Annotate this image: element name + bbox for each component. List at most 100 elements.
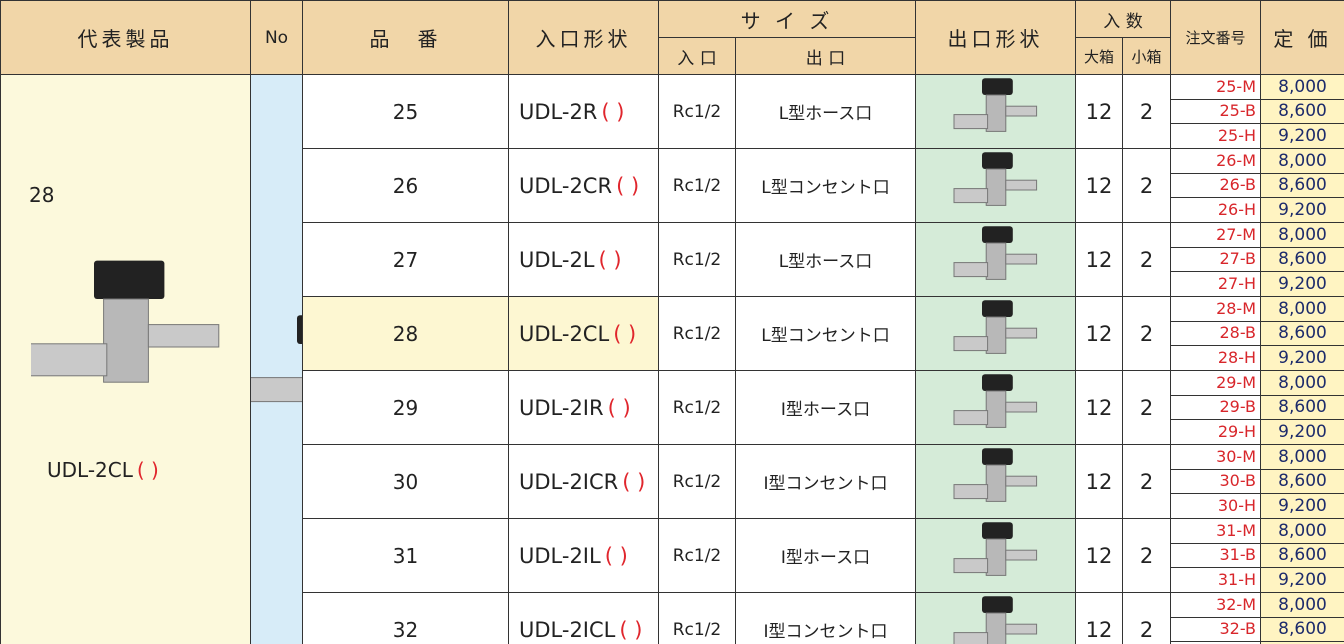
header-cell: 代表製品	[0, 0, 251, 75]
price: 9,200	[1260, 345, 1344, 371]
price: 9,200	[1260, 567, 1344, 593]
table-row: 31-H 9,200	[1, 567, 1344, 593]
product-photo	[953, 78, 1037, 132]
product-photo	[953, 596, 1037, 644]
outlet-cell: L型ホース口	[735, 74, 916, 149]
price: 8,000	[1260, 74, 1344, 100]
price: 8,600	[1260, 320, 1344, 347]
featured-part: UDL-2CL( )	[2, 446, 250, 482]
no-cell: 29	[302, 370, 509, 445]
price: 8,000	[1260, 370, 1344, 396]
part-cell: UDL-2CR( )	[508, 148, 659, 223]
no-cell: 26	[302, 148, 509, 223]
header-cell: 品 番	[302, 0, 509, 75]
part-suffix: ( )	[598, 247, 622, 272]
order-code: 28-B	[1170, 320, 1261, 347]
order-code: 25-B	[1170, 98, 1261, 125]
order-code: 31-M	[1170, 518, 1261, 544]
header-cell: No	[250, 0, 303, 75]
small-box-cell: 2	[1122, 296, 1171, 371]
part-text: UDL-2ICR	[519, 469, 619, 494]
order-code: 27-B	[1170, 246, 1261, 273]
table-row: 26-B 8,600	[1, 172, 1344, 199]
outlet-shape-cell	[915, 74, 1076, 149]
outlet-shape-cell	[915, 592, 1076, 644]
price: 8,600	[1260, 468, 1344, 495]
order-code: 31-H	[1170, 567, 1261, 593]
outlet-cell: I型ホース口	[735, 518, 916, 593]
small-box-cell: 2	[1122, 444, 1171, 519]
table-row: 31 UDL-2IL( ) Rc1/2 I型ホース口 12 2 31-M 8,000	[1, 518, 1344, 593]
inlet-cell: Rc1/2	[658, 148, 736, 223]
part-suffix: ( )	[601, 99, 625, 124]
outlet-cell: I型コンセント口	[735, 444, 916, 519]
header-cell: サ イ ズ	[658, 0, 916, 38]
order-code: 27-M	[1170, 222, 1261, 248]
large-box-cell: 12	[1075, 296, 1123, 371]
price: 8,000	[1260, 444, 1344, 470]
price: 9,200	[1260, 271, 1344, 297]
order-code: 30-B	[1170, 468, 1261, 495]
price: 9,200	[1260, 419, 1344, 445]
product-photo	[953, 300, 1037, 354]
order-code: 28-M	[1170, 296, 1261, 322]
price: 8,000	[1260, 518, 1344, 544]
table-row: 31-B 8,600	[1, 542, 1344, 569]
price: 8,600	[1260, 394, 1344, 421]
small-box-cell: 2	[1122, 518, 1171, 593]
large-box-cell: 12	[1075, 592, 1123, 644]
header-cell: 出 口	[735, 37, 916, 75]
part-text: UDL-2R	[519, 99, 598, 124]
part-suffix: ( )	[613, 321, 637, 346]
outlet-shape-cell	[915, 444, 1076, 519]
part-text: UDL-2L	[519, 247, 595, 272]
product-photo	[251, 315, 302, 403]
table-row: 25-H 9,200	[1, 123, 1344, 149]
inlet-cell: Rc1/2	[658, 444, 736, 519]
price: 8,000	[1260, 592, 1344, 618]
large-box-cell: 12	[1075, 222, 1123, 297]
outlet-cell: L型コンセント口	[735, 148, 916, 223]
price: 8,000	[1260, 148, 1344, 174]
small-box-cell: 2	[1122, 74, 1171, 149]
order-code: 26-M	[1170, 148, 1261, 174]
part-cell: UDL-2IR( )	[508, 370, 659, 445]
product-photo	[953, 152, 1037, 206]
table-row: 30-H 9,200	[1, 493, 1344, 519]
order-code: 29-H	[1170, 419, 1261, 445]
order-code: 29-B	[1170, 394, 1261, 421]
price: 8,000	[1260, 296, 1344, 322]
order-code: 31-B	[1170, 542, 1261, 569]
order-code: 26-H	[1170, 197, 1261, 223]
part-text: UDL-2CL	[47, 458, 133, 482]
price: 9,200	[1260, 197, 1344, 223]
small-box-cell: 2	[1122, 370, 1171, 445]
small-box-cell: 2	[1122, 148, 1171, 223]
large-box-cell: 12	[1075, 444, 1123, 519]
product-photo	[29, 260, 220, 383]
large-box-cell: 12	[1075, 370, 1123, 445]
header-cell: 小箱	[1122, 37, 1171, 75]
order-code: 32-M	[1170, 592, 1261, 618]
part-cell: UDL-2CL( )	[508, 296, 659, 371]
inlet-cell: Rc1/2	[658, 296, 736, 371]
table-row: 26 UDL-2CR( ) Rc1/2 L型コンセント口 12 2 26-M 8,000	[1, 148, 1344, 223]
part-suffix: ( )	[604, 543, 628, 568]
table-row: 26-H 9,200	[1, 197, 1344, 223]
outlet-cell: I型ホース口	[735, 370, 916, 445]
part-cell: UDL-2ICL( )	[508, 592, 659, 644]
part-text: UDL-2CL	[519, 321, 610, 346]
outlet-shape-cell	[915, 296, 1076, 371]
table-row: 27-H 9,200	[1, 271, 1344, 297]
product-photo	[953, 226, 1037, 280]
no-cell: 25	[302, 74, 509, 149]
part-cell: UDL-2ICR( )	[508, 444, 659, 519]
no-cell: 32	[302, 592, 509, 644]
no-cell: 28	[302, 296, 509, 371]
order-code: 30-M	[1170, 444, 1261, 470]
part-text: UDL-2CR	[519, 173, 613, 198]
price: 8,600	[1260, 542, 1344, 569]
price: 8,600	[1260, 246, 1344, 273]
inlet-shape-cell	[250, 74, 303, 644]
